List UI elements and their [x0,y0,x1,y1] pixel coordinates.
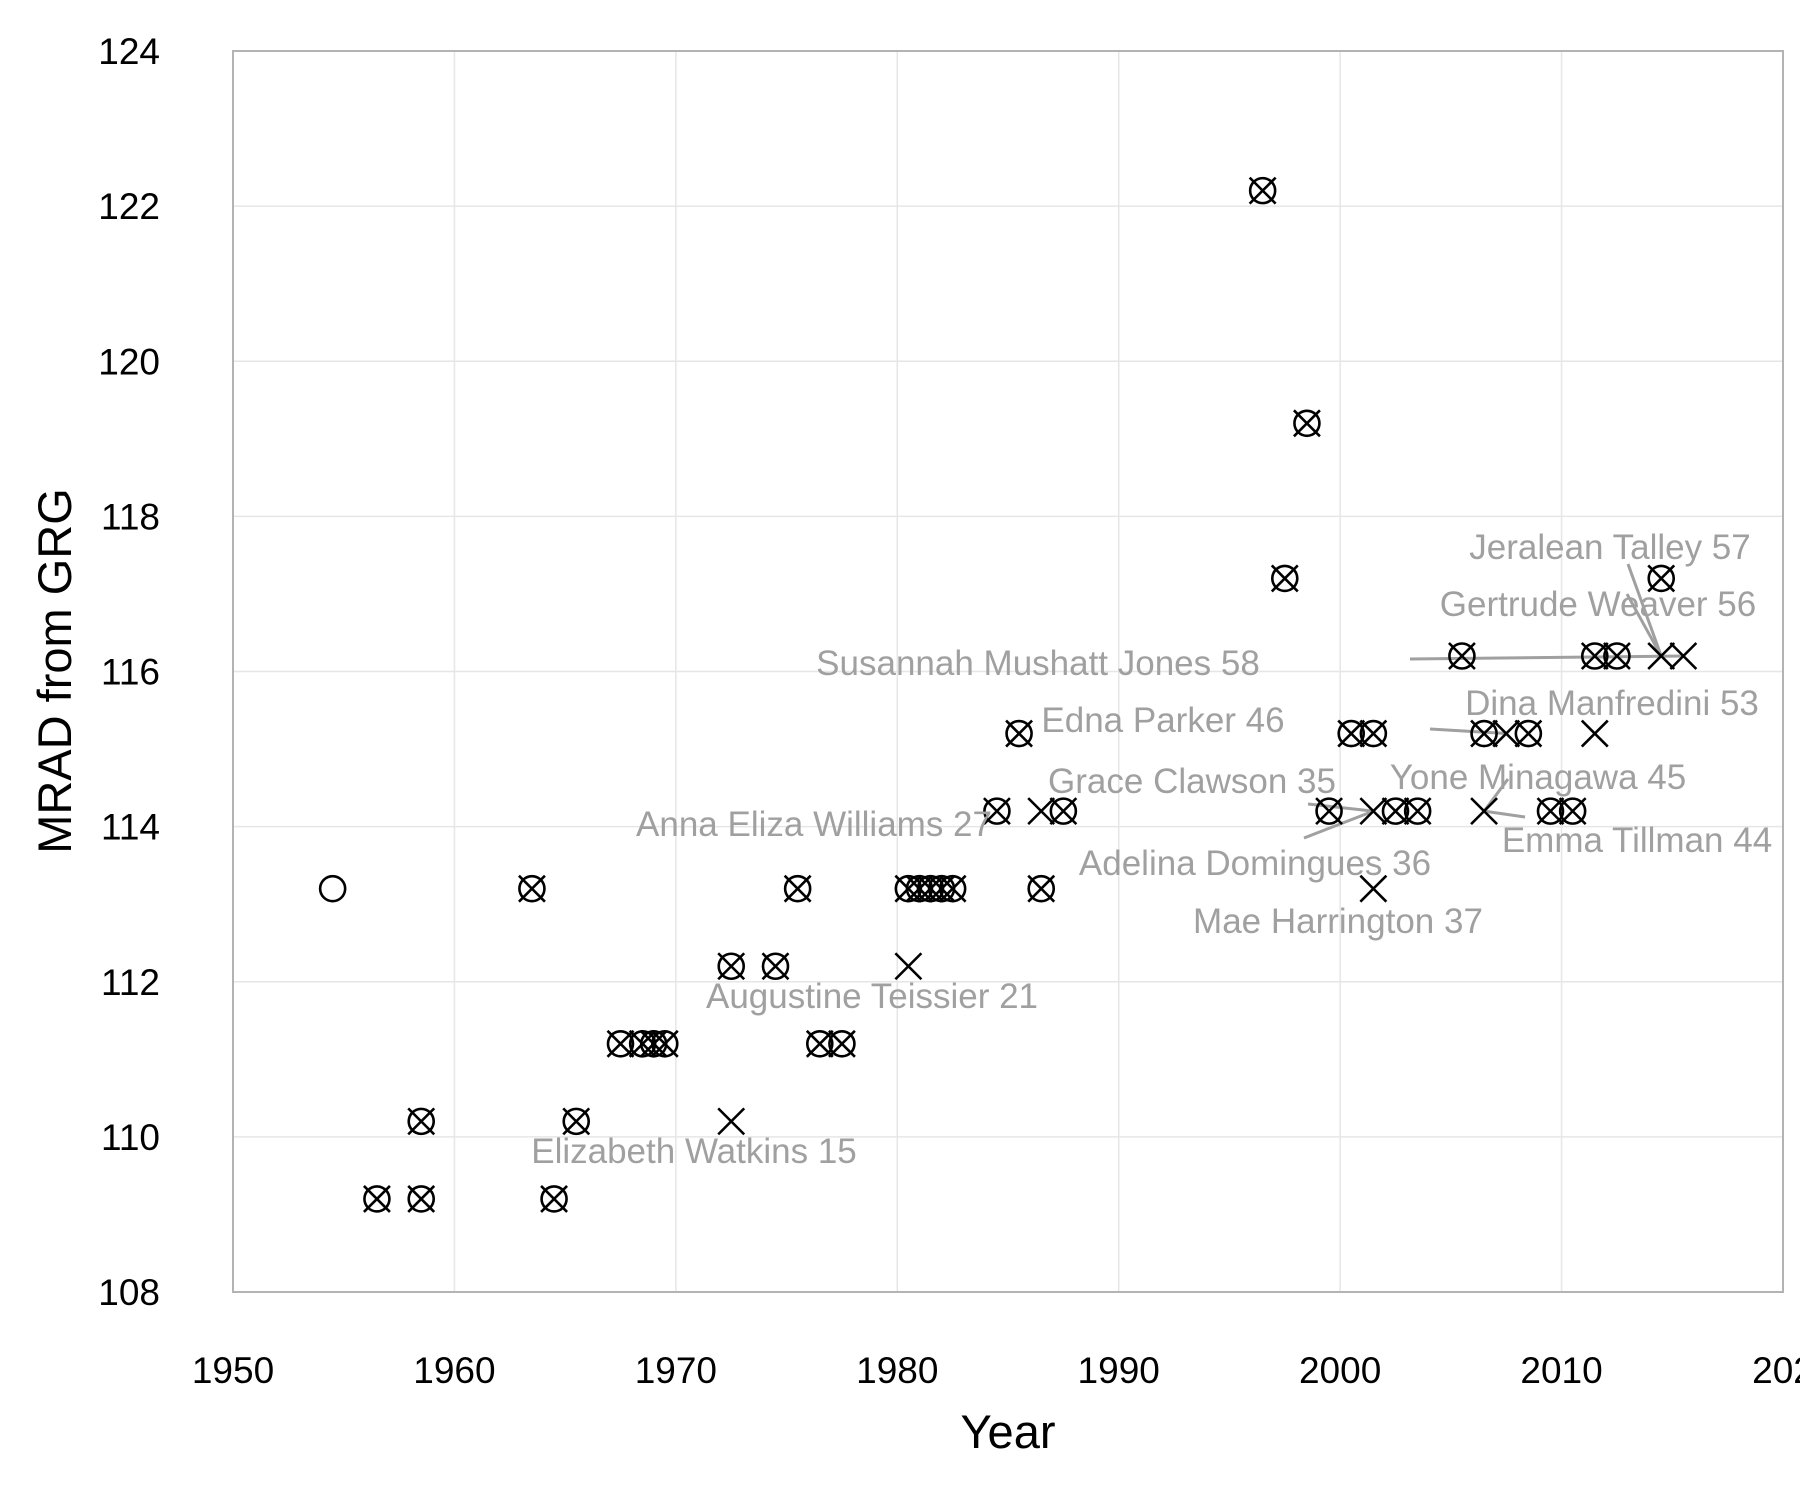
annotation-label: Elizabeth Watkins 15 [531,1132,857,1171]
data-point [1536,797,1565,826]
data-point [1492,719,1521,748]
x-axis-title: Year [961,1405,1056,1458]
data-point [518,874,546,903]
data-point [1359,719,1388,748]
annotation-label: Yone Minagawa 45 [1390,758,1686,797]
annotation-leader [1626,563,1663,657]
data-point [1580,719,1609,748]
data-point [1580,642,1609,670]
data-point [1049,797,1078,826]
plot-frame [232,50,1784,1293]
y-tick-label: 116 [101,652,160,693]
data-point [562,1107,591,1136]
data-point [1293,409,1321,438]
data-point [1514,719,1543,748]
data-point [1558,797,1587,826]
y-tick-label: 118 [101,496,160,537]
data-point [1403,797,1432,826]
data-point [318,874,347,903]
x-tick-label: 1990 [1078,1350,1160,1391]
annotation-label: Gertrude Weaver 56 [1440,585,1756,624]
annotation-label: Augustine Teissier 21 [706,977,1038,1016]
data-point [1603,642,1631,670]
data-point [1359,797,1388,826]
data-point [1647,642,1676,670]
data-point [1381,797,1410,826]
annotation-labels: Elizabeth Watkins 15 Augustine Teissier 2… [531,528,1772,1171]
data-point [363,1185,391,1213]
x-tick-label: 1980 [856,1350,938,1391]
data-points [318,176,1698,1213]
data-point [1248,176,1277,205]
annotation-label: Mae Harrington 37 [1193,902,1483,941]
y-tick-label: 112 [101,962,160,1003]
annotation-leader [1409,654,1684,661]
tick-labels: 1950 1960 1970 1980 1990 2000 2010 202 108 110 112… [98,31,1800,1391]
data-point [1005,719,1033,748]
data-point [1647,564,1676,593]
data-point [783,874,812,903]
y-tick-label: 108 [98,1272,160,1313]
data-point [805,1029,834,1058]
x-tick-label: 1950 [192,1350,274,1391]
y-axis-title: MRAD from GRG [28,488,81,854]
annotation-leader [1429,727,1507,736]
annotation-label: Adelina Domingues 36 [1079,844,1431,883]
annotation-leader [1625,593,1663,657]
annotation-label: Emma Tillman 44 [1502,821,1772,860]
x-tick-label: 202 [1752,1350,1800,1391]
data-point [938,874,967,903]
data-point [1315,797,1343,826]
annotation-leader [1303,809,1374,840]
data-point [540,1185,568,1213]
data-point [1470,719,1498,748]
annotation-label: Anna Eliza Williams 27 [636,805,992,844]
data-point [761,952,790,981]
y-tick-label: 124 [98,31,160,72]
annotation-label: Dina Manfredini 53 [1465,684,1759,723]
data-point [828,1029,856,1058]
data-point [1669,642,1698,670]
data-point [1027,797,1056,826]
x-tick-label: 2010 [1520,1350,1602,1391]
x-tick-label: 1970 [635,1350,717,1391]
data-point [894,952,923,981]
data-point [407,1185,436,1213]
data-point [717,1107,746,1136]
x-tick-label: 1960 [413,1350,495,1391]
y-tick-label: 110 [101,1117,160,1158]
annotation-label: Susannah Mushatt Jones 58 [816,644,1260,683]
data-point [606,1029,635,1058]
annotation-leaders [1303,563,1684,840]
data-point [1270,564,1299,593]
data-point [1027,874,1056,903]
data-point [1470,797,1498,826]
data-point [407,1107,436,1136]
x-tick-label: 2000 [1299,1350,1381,1391]
data-point [639,1029,668,1058]
annotation-leader [1483,809,1526,819]
y-tick-label: 122 [98,186,160,227]
data-point [1448,642,1476,670]
y-tick-label: 114 [101,807,160,848]
annotation-label: Edna Parker 46 [1041,701,1284,740]
data-point [717,952,746,981]
annotation-label: Grace Clawson 35 [1048,762,1336,801]
y-tick-label: 120 [98,341,160,382]
data-point [983,797,1011,826]
data-point [1337,719,1366,748]
data-point [650,1029,679,1058]
data-point [1359,874,1388,903]
annotation-label: Jeralean Talley 57 [1469,528,1751,567]
